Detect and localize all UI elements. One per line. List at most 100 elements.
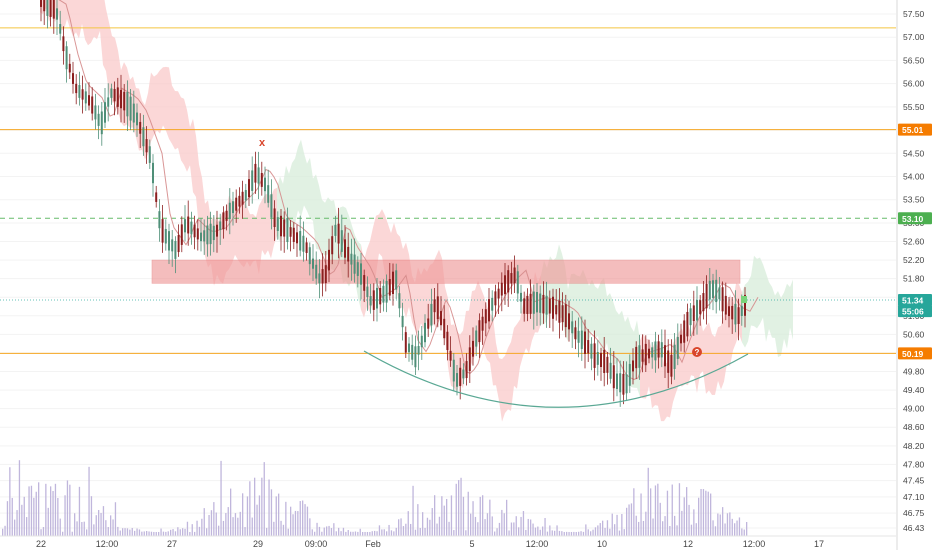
volume-bar xyxy=(218,525,220,536)
cloud-segment xyxy=(742,284,745,348)
candle-body xyxy=(734,303,737,325)
cloud-segment xyxy=(580,269,583,347)
candle-body xyxy=(504,275,506,295)
volume-bar xyxy=(201,518,203,536)
volume-bar xyxy=(590,531,592,536)
volume-bar xyxy=(407,511,409,536)
candle-body xyxy=(670,354,673,377)
volume-bar xyxy=(340,531,342,536)
volume-bar xyxy=(657,483,659,536)
cross-marker[interactable]: x xyxy=(259,137,266,149)
candle-body xyxy=(612,365,615,389)
volume-bar xyxy=(220,460,222,536)
candle-body xyxy=(728,306,730,317)
info-marker-circle[interactable] xyxy=(692,347,702,357)
time-axis[interactable]: 22 12:00 27 29 09:00 Feb 5 12:00 10 12 12:00 17 xyxy=(0,535,896,549)
volume-bar xyxy=(422,512,424,536)
candle-body xyxy=(276,217,279,231)
volume-bar xyxy=(674,515,676,536)
volume-bar xyxy=(551,530,553,536)
volume-bar xyxy=(167,531,169,536)
candle-body xyxy=(321,269,324,284)
volume-bar xyxy=(578,531,580,536)
candle-body xyxy=(500,282,503,296)
volume-bar xyxy=(225,513,227,536)
volume-bar xyxy=(561,531,563,536)
candle-body xyxy=(372,290,375,310)
cloud-segment xyxy=(310,157,313,221)
candle-body xyxy=(414,346,417,368)
volume-bar xyxy=(599,523,601,536)
volume-bar xyxy=(592,529,594,536)
time-tick-label: Feb xyxy=(365,539,381,549)
candle-body xyxy=(235,197,238,211)
candle-body xyxy=(740,305,743,317)
price-tick-label: 48.20 xyxy=(903,441,925,451)
cloud-segment xyxy=(169,67,172,144)
candle-body xyxy=(280,215,282,237)
candle-body xyxy=(388,279,391,296)
cloud-segment xyxy=(616,310,619,364)
candle-body xyxy=(705,283,708,309)
cloud-segment xyxy=(283,165,286,232)
cloud-segment xyxy=(325,197,328,256)
candle-body xyxy=(203,230,206,242)
candle-body xyxy=(584,331,586,354)
volume-bar xyxy=(196,520,198,536)
cloud-segment xyxy=(781,292,784,356)
candle-body xyxy=(452,359,455,382)
cloud-segment xyxy=(301,139,304,217)
volume-bar xyxy=(4,525,6,536)
volume-bar xyxy=(640,493,642,536)
cloud-segment xyxy=(79,0,82,39)
price-axis[interactable]: 57.5057.0056.5056.0055.5055.0054.5054.00… xyxy=(896,0,932,550)
cloud-segment xyxy=(514,323,517,389)
cloud-segment xyxy=(499,358,502,422)
candle-body xyxy=(264,177,266,192)
volume-bar xyxy=(424,527,426,536)
volume-bar xyxy=(270,489,273,536)
volume-bar xyxy=(114,502,117,536)
candle-body xyxy=(168,231,170,251)
volume-bar xyxy=(568,531,570,536)
volume-bar xyxy=(544,518,546,536)
resistance-zone-box[interactable] xyxy=(151,259,741,284)
rounding-bottom-curve[interactable] xyxy=(363,350,749,408)
price-tick-label: 56.00 xyxy=(903,79,925,89)
candle-body xyxy=(446,331,449,351)
volume-bar xyxy=(64,495,66,536)
cloud-segment xyxy=(304,153,307,211)
candle-body xyxy=(52,0,55,19)
volume-bar xyxy=(741,528,743,536)
candle-body xyxy=(196,228,199,240)
volume-bar xyxy=(434,495,436,536)
cloud-segment xyxy=(574,273,577,341)
volume-bar xyxy=(441,496,443,536)
candle-body xyxy=(459,367,462,387)
cloud-segment xyxy=(103,0,106,71)
cloud-segment xyxy=(322,199,325,256)
cloud-segment xyxy=(505,347,508,414)
volume-bar xyxy=(213,502,215,536)
volume-bar xyxy=(616,514,618,536)
volume-bar xyxy=(266,527,268,536)
volume-bar xyxy=(400,518,402,536)
cloud-segment xyxy=(76,0,79,39)
cloud-segment xyxy=(148,72,151,155)
price-label-badge xyxy=(898,305,932,318)
candle-body xyxy=(136,112,138,126)
candle-body xyxy=(123,91,126,111)
volume-bar xyxy=(304,504,306,536)
cloud-segment xyxy=(718,325,721,390)
volume-bar xyxy=(477,522,479,536)
candle-body xyxy=(152,162,154,184)
volume-bar xyxy=(530,519,532,536)
candle-body xyxy=(622,373,625,395)
candle-body xyxy=(404,332,407,353)
candle-body xyxy=(171,239,174,252)
volume-bar xyxy=(117,526,119,536)
volume-bar xyxy=(566,531,568,536)
candle-body xyxy=(737,307,740,325)
